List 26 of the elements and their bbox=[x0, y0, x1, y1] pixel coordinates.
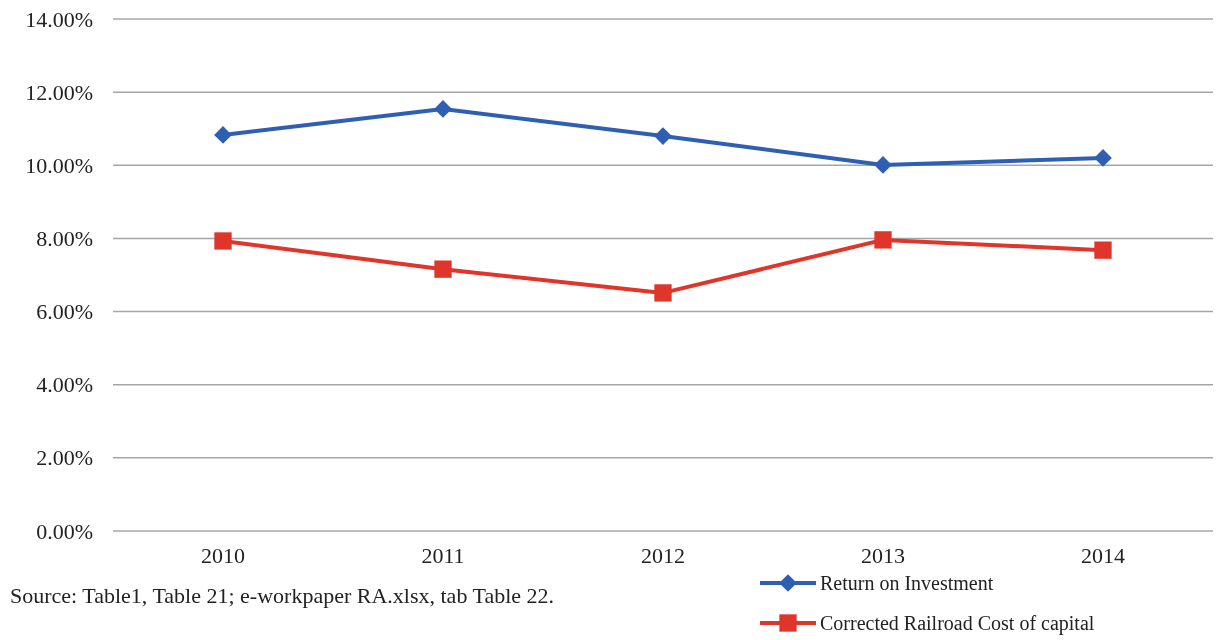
x-tick-label: 2014 bbox=[1081, 543, 1125, 568]
point bbox=[434, 100, 452, 118]
y-tick-label: 0.00% bbox=[36, 518, 93, 544]
point bbox=[1094, 149, 1112, 167]
legend-label: Corrected Railroad Cost of capital bbox=[820, 612, 1095, 635]
x-tick-label: 2012 bbox=[641, 543, 685, 568]
y-tick-label: 8.00% bbox=[36, 225, 93, 251]
point bbox=[654, 284, 672, 302]
point bbox=[874, 156, 892, 174]
point bbox=[434, 260, 452, 278]
point bbox=[1094, 241, 1112, 259]
x-tick-label: 2010 bbox=[201, 543, 245, 568]
point bbox=[214, 126, 232, 144]
y-tick-label: 14.00% bbox=[25, 6, 93, 32]
x-tick-label: 2013 bbox=[861, 543, 905, 568]
point bbox=[654, 127, 672, 145]
y-tick-label: 12.00% bbox=[25, 79, 93, 105]
y-tick-label: 6.00% bbox=[36, 299, 93, 325]
y-tick-label: 10.00% bbox=[25, 152, 93, 178]
x-tick-label: 2011 bbox=[421, 543, 465, 568]
legend-label: Return on Investment bbox=[820, 572, 994, 594]
y-tick-label: 4.00% bbox=[36, 372, 93, 398]
point bbox=[874, 231, 892, 249]
source-note: Source: Table1, Table 21; e-workpaper RA.xlsx, tab Table 22. bbox=[10, 583, 555, 608]
y-tick-label: 2.00% bbox=[36, 445, 93, 471]
point bbox=[214, 232, 232, 250]
